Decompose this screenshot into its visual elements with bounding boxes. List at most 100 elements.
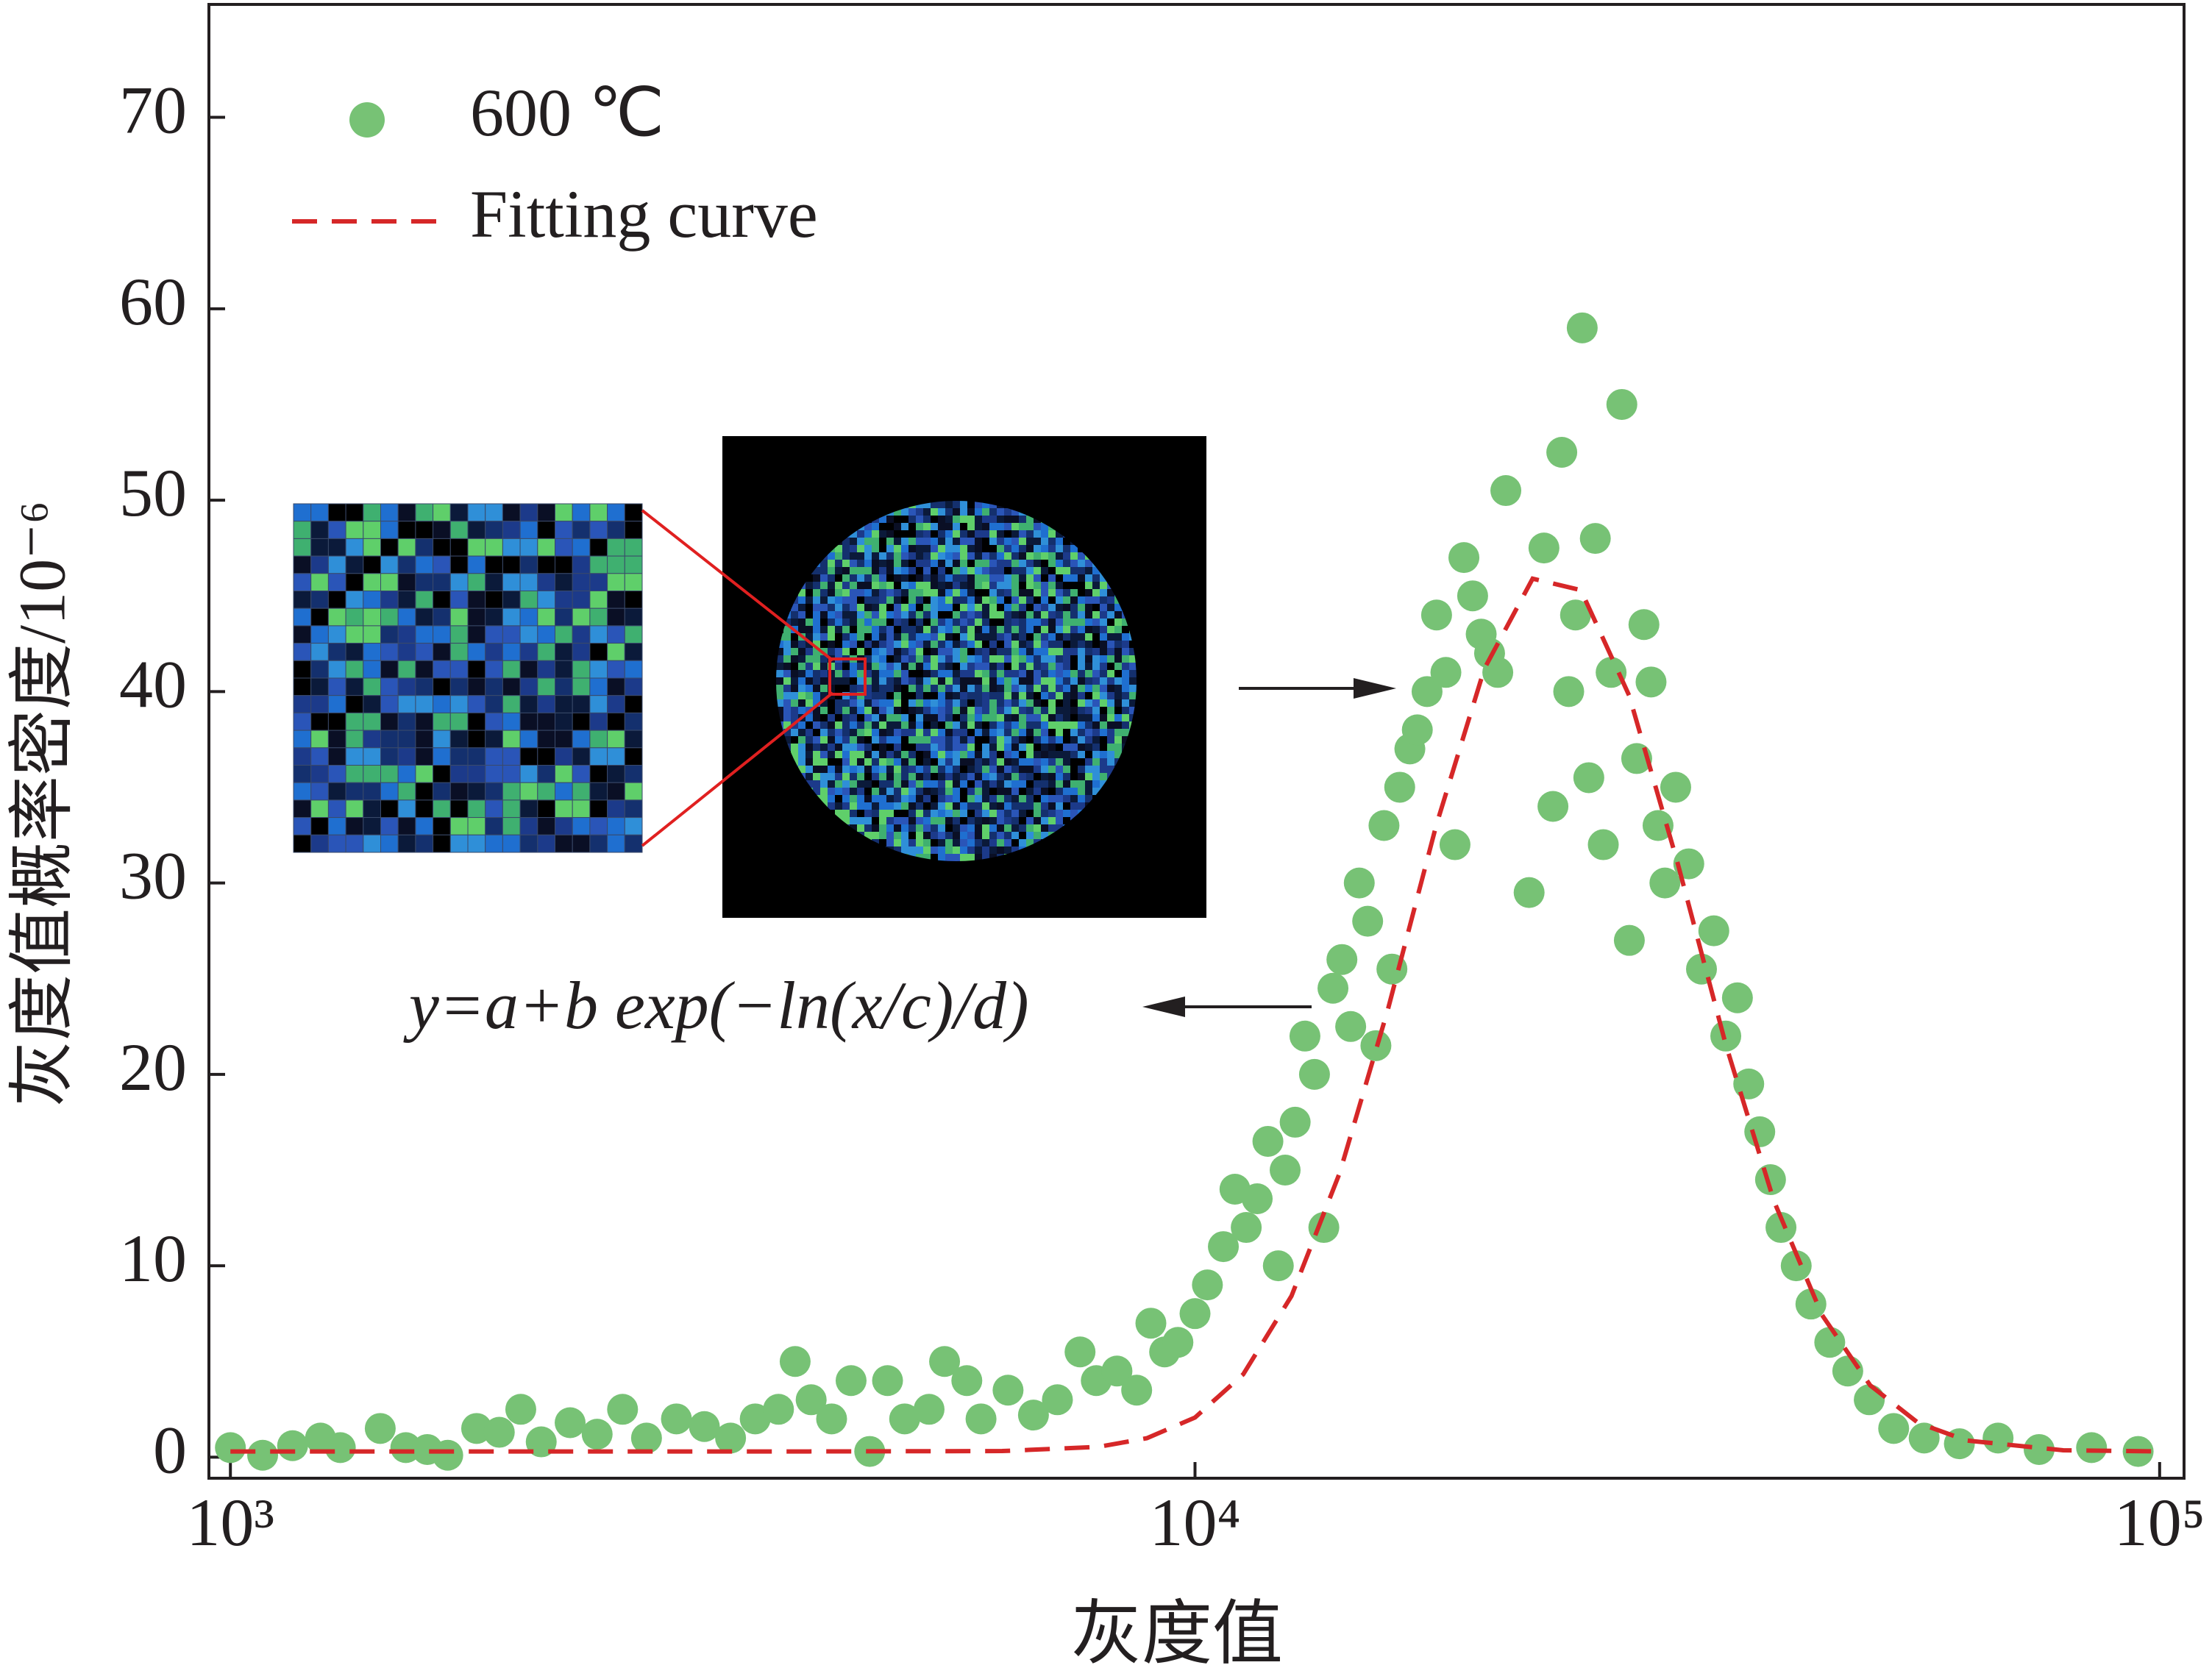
texture-pixel	[1063, 677, 1070, 685]
texture-pixel	[953, 714, 960, 721]
texture-pixel	[1092, 714, 1100, 721]
texture-pixel	[624, 555, 643, 574]
texture-pixel	[857, 744, 864, 751]
texture-pixel	[1100, 773, 1107, 780]
texture-pixel	[1004, 780, 1011, 788]
texture-pixel	[1063, 648, 1070, 655]
texture-pixel	[938, 663, 945, 670]
texture-pixel	[449, 521, 469, 539]
texture-pixel	[1011, 788, 1019, 795]
texture-pixel	[607, 834, 625, 853]
data-point	[1596, 657, 1627, 688]
data-point	[816, 1403, 847, 1435]
texture-pixel	[989, 846, 997, 854]
texture-pixel	[989, 832, 997, 839]
texture-pixel	[828, 714, 835, 721]
texture-pixel	[1048, 589, 1056, 596]
texture-pixel	[1063, 773, 1070, 780]
texture-pixel	[857, 611, 864, 619]
data-point	[779, 1346, 811, 1377]
texture-pixel	[485, 747, 503, 766]
y-tick-label: 70	[119, 73, 187, 148]
texture-pixel	[519, 555, 538, 574]
texture-pixel	[938, 677, 945, 685]
texture-pixel	[1107, 677, 1114, 685]
texture-pixel	[1041, 611, 1048, 619]
texture-pixel	[908, 795, 916, 802]
data-point	[951, 1365, 983, 1397]
texture-pixel	[879, 552, 886, 560]
texture-pixel	[1092, 751, 1100, 758]
texture-pixel	[879, 574, 886, 582]
texture-pixel	[820, 589, 828, 596]
texture-pixel	[1011, 707, 1019, 714]
texture-pixel	[989, 773, 997, 780]
texture-pixel	[894, 766, 901, 773]
texture-pixel	[997, 655, 1004, 663]
texture-pixel	[916, 663, 923, 670]
texture-pixel	[908, 692, 916, 699]
texture-pixel	[908, 670, 916, 677]
texture-pixel	[945, 802, 953, 810]
texture-pixel	[850, 552, 857, 560]
texture-pixel	[886, 567, 894, 574]
texture-pixel	[798, 699, 806, 707]
texture-pixel	[953, 685, 960, 692]
texture-pixel	[1019, 707, 1026, 714]
texture-pixel	[1041, 758, 1048, 766]
texture-pixel	[1100, 574, 1107, 582]
texture-pixel	[1122, 641, 1129, 648]
texture-pixel	[857, 626, 864, 633]
texture-pixel	[1019, 641, 1026, 648]
texture-pixel	[901, 604, 908, 611]
texture-pixel	[1070, 560, 1078, 567]
texture-pixel	[842, 773, 850, 780]
texture-pixel	[1034, 758, 1041, 766]
texture-pixel	[589, 607, 608, 627]
texture-pixel	[467, 625, 486, 644]
texture-pixel	[864, 552, 872, 560]
texture-pixel	[953, 751, 960, 758]
texture-pixel	[327, 765, 346, 783]
texture-pixel	[886, 802, 894, 810]
texture-pixel	[1041, 545, 1048, 552]
texture-pixel	[835, 560, 842, 567]
texture-pixel	[923, 846, 931, 854]
texture-pixel	[989, 714, 997, 721]
texture-pixel	[872, 589, 879, 596]
texture-pixel	[1078, 655, 1085, 663]
texture-pixel	[1107, 641, 1114, 648]
texture-pixel	[886, 824, 894, 832]
texture-pixel	[537, 695, 555, 713]
texture-pixel	[485, 834, 503, 853]
texture-pixel	[997, 552, 1004, 560]
texture-pixel	[791, 655, 798, 663]
texture-pixel	[960, 685, 967, 692]
texture-pixel	[589, 799, 608, 819]
texture-pixel	[1041, 744, 1048, 751]
texture-pixel	[380, 503, 399, 522]
texture-pixel	[864, 817, 872, 824]
texture-pixel	[820, 670, 828, 677]
texture-pixel	[938, 721, 945, 729]
texture-pixel	[1070, 567, 1078, 574]
texture-pixel	[1034, 663, 1041, 670]
texture-pixel	[894, 538, 901, 545]
texture-pixel	[886, 633, 894, 641]
texture-pixel	[975, 780, 982, 788]
texture-pixel	[1026, 788, 1034, 795]
texture-pixel	[555, 573, 573, 591]
texture-pixel	[363, 521, 381, 539]
texture-pixel	[1092, 589, 1100, 596]
texture-pixel	[1092, 626, 1100, 633]
texture-pixel	[953, 824, 960, 832]
texture-pixel	[1085, 596, 1092, 604]
texture-pixel	[1129, 663, 1137, 670]
texture-pixel	[908, 824, 916, 832]
texture-pixel	[923, 854, 931, 861]
texture-pixel	[857, 817, 864, 824]
texture-pixel	[835, 758, 842, 766]
texture-pixel	[1114, 721, 1122, 729]
data-point	[1537, 791, 1569, 822]
